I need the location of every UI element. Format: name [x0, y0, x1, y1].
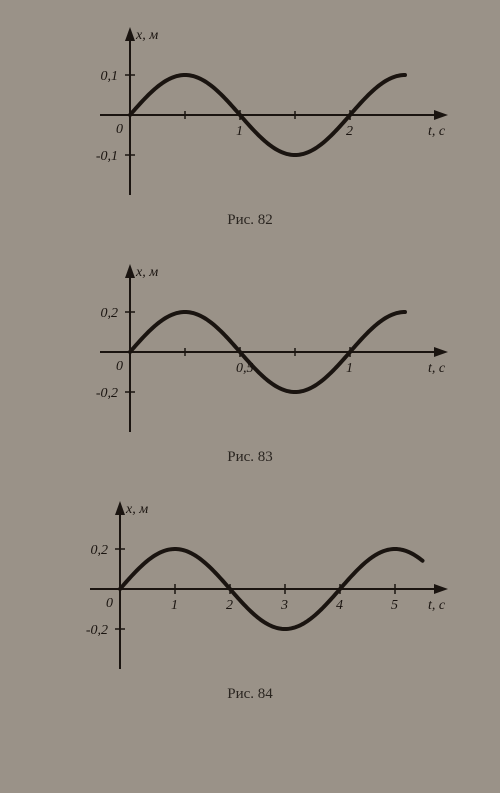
y-tick-label: 0,2 [101, 306, 119, 321]
chart-svg: x, м t, с 0 0,1 -0,1 1 2 [40, 20, 460, 210]
x-tick-label: 2 [226, 598, 233, 613]
figure-caption: Рис. 83 [40, 449, 460, 466]
x-tick-label: 2 [346, 124, 353, 139]
chart-svg: x, мt, с00,2-0,20,51 [40, 257, 460, 447]
y-tick-label: -0,2 [96, 386, 118, 401]
x-tick-label: 1 [171, 598, 178, 613]
x-tick-label: 5 [391, 598, 398, 613]
x-tick-label: 1 [346, 361, 353, 376]
y-axis-label: x, м [135, 265, 158, 280]
figure-84: x, м t, с 0 0,2 -0,2 1 2 3 4 5 Рис. 84 [40, 494, 460, 721]
y-tick-label: 0,1 [101, 69, 119, 84]
origin-label: 0 [116, 359, 123, 374]
figure-83: x, мt, с00,2-0,20,51 Рис. 83 [40, 257, 460, 484]
chart-svg: x, м t, с 0 0,2 -0,2 1 2 3 4 5 [40, 494, 460, 684]
y-tick-label: -0,2 [86, 623, 108, 638]
x-tick-label: 3 [280, 598, 288, 613]
x-axis-label: t, с [428, 124, 446, 139]
origin-label: 0 [106, 596, 113, 611]
origin-label: 0 [116, 122, 123, 137]
x-axis-label: t, с [428, 361, 446, 376]
y-axis-label: x, м [135, 28, 158, 43]
y-tick-label: -0,1 [96, 149, 118, 164]
figure-caption: Рис. 82 [40, 212, 460, 229]
figure-caption: Рис. 84 [40, 686, 460, 703]
x-axis-label: t, с [428, 598, 446, 613]
figure-82: x, м t, с 0 0,1 -0,1 1 2 Рис. 82 [40, 20, 460, 247]
x-tick-label: 1 [236, 124, 243, 139]
x-tick-label: 4 [336, 598, 343, 613]
y-axis-label: x, м [125, 502, 148, 517]
y-tick-label: 0,2 [91, 543, 109, 558]
